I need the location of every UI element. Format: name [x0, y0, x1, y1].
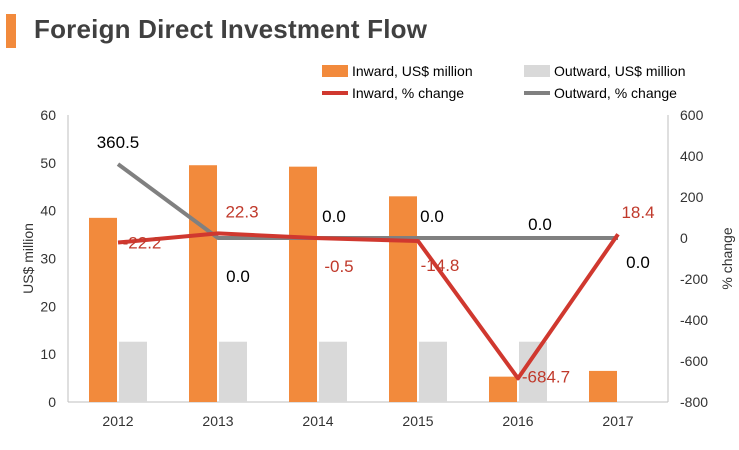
inward-bar	[589, 370, 617, 402]
legend-swatch	[322, 65, 348, 77]
x-tick-label: 2016	[502, 413, 533, 429]
inward-change-label: -22.2	[123, 234, 162, 253]
y2-tick-label: 0	[680, 230, 688, 246]
y2-tick-label: -800	[680, 394, 708, 410]
inward-bar	[89, 217, 117, 402]
y-tick-label: 20	[40, 298, 56, 314]
legend-label: Outward, US$ million	[554, 63, 686, 79]
outward-change-label: 360.5	[97, 133, 140, 152]
inward-change-label: -0.5	[324, 257, 353, 276]
outward-bar	[219, 341, 247, 402]
x-tick-label: 2012	[102, 413, 133, 429]
x-tick-label: 2015	[402, 413, 433, 429]
outward-bar	[419, 341, 447, 402]
outward-change-label: 0.0	[528, 215, 552, 234]
y-tick-label: 0	[48, 394, 56, 410]
x-tick-label: 2017	[602, 413, 633, 429]
inward-change-label: 18.4	[621, 203, 654, 222]
x-tick-label: 2013	[202, 413, 233, 429]
y2-tick-label: -400	[680, 312, 708, 328]
legend-swatch	[524, 65, 550, 77]
outward-bar	[119, 341, 147, 402]
outward-bar	[319, 341, 347, 402]
legend-label: Outward, % change	[554, 85, 677, 101]
title-accent-bar	[6, 14, 16, 48]
y-tick-label: 40	[40, 203, 56, 219]
inward-bar	[189, 165, 217, 402]
y2-tick-label: -200	[680, 271, 708, 287]
legend-label: Inward, US$ million	[352, 63, 473, 79]
legend-label: Inward, % change	[352, 85, 464, 101]
y-tick-label: 30	[40, 251, 56, 267]
outward-change-label: 0.0	[226, 267, 250, 286]
inward-bar	[289, 166, 317, 402]
inward-change-label: 22.3	[225, 202, 258, 221]
outward-change-label: 0.0	[420, 207, 444, 226]
y2-axis-title: % change	[719, 227, 735, 289]
outward-change-label: 0.0	[322, 207, 346, 226]
y-tick-label: 60	[40, 107, 56, 123]
y-tick-label: 10	[40, 346, 56, 362]
y2-tick-label: 600	[680, 107, 704, 123]
page-title: Foreign Direct Investment Flow	[34, 14, 428, 44]
inward-change-label: -684.7	[522, 367, 570, 386]
y2-tick-label: -600	[680, 353, 708, 369]
y-axis-title: US$ million	[20, 223, 36, 294]
inward-change-label: -14.8	[421, 256, 460, 275]
y-tick-label: 50	[40, 155, 56, 171]
inward-bar	[489, 376, 517, 402]
y2-tick-label: 200	[680, 189, 704, 205]
y2-tick-label: 400	[680, 148, 704, 164]
inward-bar	[389, 196, 417, 402]
outward-change-label: 0.0	[626, 253, 650, 272]
x-tick-label: 2014	[302, 413, 333, 429]
inward-change-line	[117, 231, 620, 381]
